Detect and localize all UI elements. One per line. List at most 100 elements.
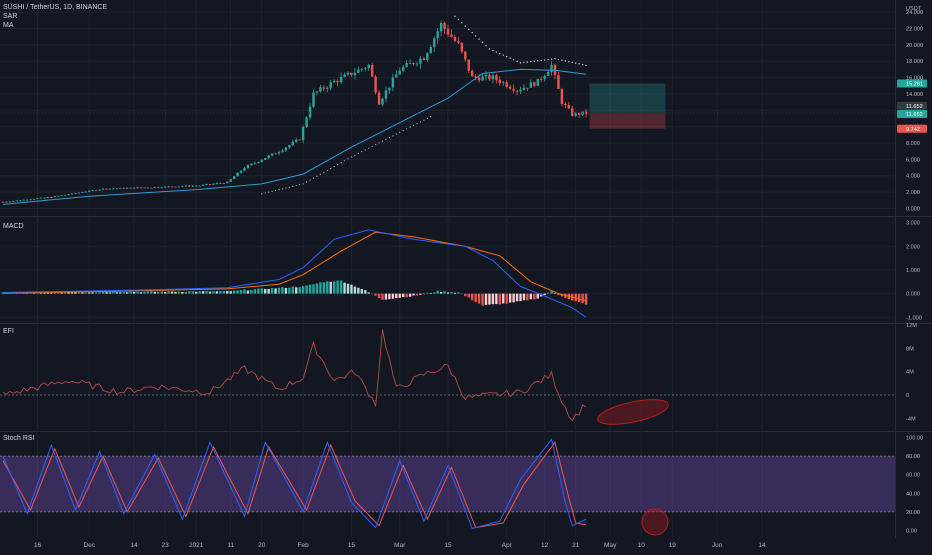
indicator-label-sar[interactable]: SAR xyxy=(3,13,17,20)
candle-body xyxy=(381,98,384,105)
sar-dot xyxy=(499,52,501,55)
macd-histogram-bar xyxy=(250,290,253,294)
time-axis[interactable]: 16 Dec 14 23 2021 11 20 Feb 15 Mar 15 Apr 12 21 May 10 1… xyxy=(34,542,766,549)
candle-body xyxy=(571,108,574,116)
candle-body xyxy=(564,103,567,106)
macd-histogram-bar xyxy=(219,291,222,294)
candle-body xyxy=(326,87,329,89)
y-axes[interactable]: 0.0002.0004.0006.0008.00010.00012.00014.… xyxy=(897,6,927,534)
candle-body xyxy=(422,58,426,60)
candle-body xyxy=(512,88,515,91)
time-tick-label: Dec xyxy=(83,542,95,549)
candle-body xyxy=(108,188,112,190)
macd-histogram-bar xyxy=(101,291,105,294)
sar-dot xyxy=(485,45,487,47)
sar-dot xyxy=(295,184,297,187)
macd-histogram-bar xyxy=(195,291,198,294)
macd-pane[interactable] xyxy=(1,229,588,318)
macd-histogram-bar xyxy=(446,292,450,294)
candle-body xyxy=(250,163,253,166)
candle-body xyxy=(267,155,270,159)
price-pane[interactable] xyxy=(0,15,895,205)
candle-body xyxy=(63,194,67,196)
efi-label[interactable]: EFI xyxy=(3,328,14,335)
sar-dot xyxy=(430,116,432,118)
macd-histogram-bar xyxy=(105,292,108,294)
sar-dot xyxy=(492,49,494,52)
macd-histogram-bar xyxy=(484,293,488,305)
efi-tick-label: 8M xyxy=(906,346,914,352)
macd-histogram-bar xyxy=(467,293,470,298)
sar-dot xyxy=(468,28,470,31)
position-stop-zone[interactable] xyxy=(589,113,666,129)
time-tick-label: 11 xyxy=(227,542,234,549)
candle-body xyxy=(215,183,219,185)
stoch-tick-label: 60.00 xyxy=(906,473,920,479)
candle-body xyxy=(201,184,205,186)
sar-dot xyxy=(488,48,491,50)
macd-histogram-bar xyxy=(277,287,281,294)
macd-histogram-bar xyxy=(239,290,243,294)
candle-body xyxy=(243,168,246,171)
candle-body xyxy=(46,197,50,198)
candle-body xyxy=(191,185,194,187)
stoch-rsi-label[interactable]: Stoch RSI xyxy=(3,435,35,442)
candle-body xyxy=(163,186,167,188)
macd-tick-label: 0.000 xyxy=(906,292,920,298)
macd-histogram-bar xyxy=(408,293,412,297)
sar-dot xyxy=(578,63,580,65)
candle-body xyxy=(281,150,284,153)
sar-dot xyxy=(571,61,573,64)
candle-body xyxy=(105,188,108,190)
macd-histogram-bar xyxy=(253,289,257,294)
sar-dot xyxy=(302,183,304,185)
candle-body xyxy=(160,187,163,189)
candle-body xyxy=(57,195,60,197)
symbol-title[interactable]: SUSHI / TetherUS, 1D, BINANCE xyxy=(3,4,107,11)
candle-body xyxy=(284,147,288,151)
macd-histogram-bar xyxy=(398,293,401,298)
candle-body xyxy=(70,193,74,195)
candle-body xyxy=(464,51,467,60)
sar-dot xyxy=(461,22,463,24)
candle-body xyxy=(388,87,391,91)
macd-label[interactable]: MACD xyxy=(3,223,24,230)
stoch-rsi-pane[interactable] xyxy=(0,438,895,536)
macd-histogram-bar xyxy=(291,286,294,294)
candle-body xyxy=(22,199,25,201)
macd-histogram-bar xyxy=(395,293,398,299)
candle-body xyxy=(360,68,363,70)
candle-body xyxy=(402,66,405,71)
candle-body xyxy=(546,71,550,76)
efi-pane[interactable] xyxy=(0,329,895,430)
candle-body xyxy=(370,64,374,77)
position-target-zone[interactable] xyxy=(589,83,666,114)
macd-histogram-bar xyxy=(326,281,329,294)
macd-histogram-bar xyxy=(388,293,391,300)
price-tick-label: 22.000 xyxy=(906,27,923,33)
sar-dot xyxy=(406,128,408,130)
macd-histogram-bar xyxy=(381,293,384,300)
candle-body xyxy=(350,72,353,76)
candle-body xyxy=(519,89,522,92)
candle-body xyxy=(288,145,291,148)
candle-body xyxy=(574,112,577,116)
sar-dot xyxy=(306,181,308,183)
indicator-label-ma[interactable]: MA xyxy=(3,22,14,29)
stoch-tick-label: 40.00 xyxy=(906,491,920,497)
sar-dot xyxy=(309,179,311,181)
candle-body xyxy=(132,187,136,189)
candle-body xyxy=(312,92,315,107)
macd-histogram-bar xyxy=(312,284,315,294)
time-tick-label: 23 xyxy=(162,542,170,549)
pane-labels: SUSHI / TetherUS, 1D, BINANCE SAR MA MAC… xyxy=(3,4,107,442)
candle-body xyxy=(522,87,526,90)
stoch-highlight-circle[interactable] xyxy=(641,508,669,536)
efi-tick-label: -4M xyxy=(906,416,916,422)
candle-body xyxy=(74,193,77,194)
candle-body xyxy=(257,161,260,163)
macd-histogram-bar xyxy=(305,285,308,294)
efi-highlight-ellipse[interactable] xyxy=(596,395,671,430)
